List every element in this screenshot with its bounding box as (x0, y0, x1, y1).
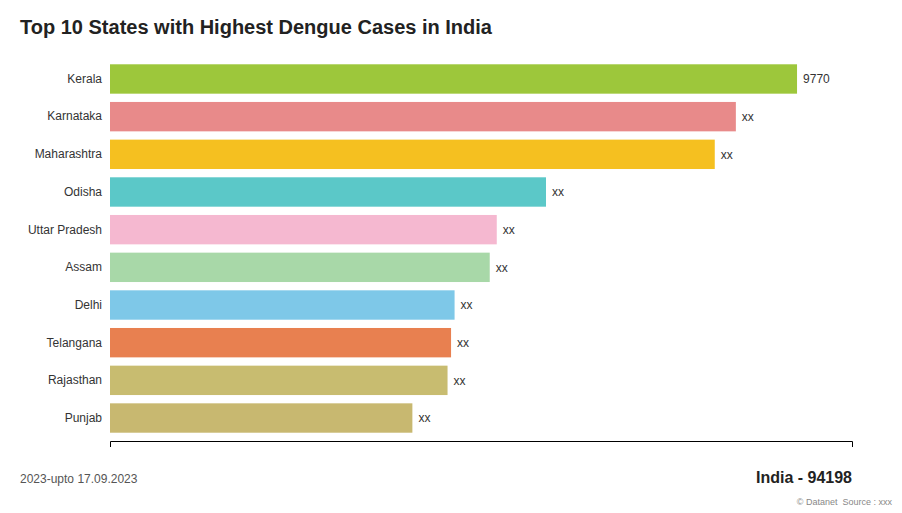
y-tick: Rajasthan (48, 373, 102, 387)
data-label: xx (457, 336, 469, 350)
data-label: xx (503, 223, 515, 237)
bar (110, 177, 546, 206)
chart-svg: Top 10 States with Highest Dengue Cases … (0, 0, 902, 513)
annotations: 2023-upto 17.09.2023 India - 94198 © Datan… (20, 469, 892, 507)
y-tick-label: Delhi (75, 298, 102, 312)
y-tick: Karnataka (47, 109, 102, 123)
data-label: xx (742, 110, 754, 124)
bar (110, 328, 451, 357)
y-tick: Odisha (64, 185, 102, 199)
annotation: 2023-upto 17.09.2023 (20, 472, 138, 486)
y-tick-label: Odisha (64, 185, 102, 199)
data-label: xx (454, 374, 466, 388)
annotation: © Datanet Source : xxx (797, 497, 893, 507)
y-tick-label: Uttar Pradesh (28, 223, 102, 237)
axis-line (111, 442, 853, 448)
data-label: xx (496, 261, 508, 275)
bar (110, 366, 448, 395)
bar (110, 253, 490, 282)
bar (110, 102, 736, 131)
chart-title: Top 10 States with Highest Dengue Cases … (20, 16, 493, 38)
y-tick-label: Punjab (65, 411, 103, 425)
data-label: xx (418, 411, 430, 425)
data-label: xx (721, 148, 733, 162)
y-tick-label: Karnataka (47, 109, 102, 123)
bar (110, 290, 455, 319)
y-tick: Punjab (65, 411, 103, 425)
bar (110, 140, 715, 169)
y-axis: Kerala Karnataka Maharashtra Odisha Uttar Pr… (28, 72, 102, 425)
bar (110, 215, 497, 244)
x-axis (111, 442, 853, 448)
y-tick: Maharashtra (35, 147, 103, 161)
data-label: 9770 (803, 72, 830, 86)
data-label: xx (461, 298, 473, 312)
annotation: India - 94198 (756, 469, 852, 486)
y-tick: Kerala (67, 72, 102, 86)
y-tick-label: Maharashtra (35, 147, 103, 161)
y-tick-label: Assam (65, 260, 102, 274)
y-tick: Uttar Pradesh (28, 223, 102, 237)
y-tick-label: Rajasthan (48, 373, 102, 387)
y-tick: Delhi (75, 298, 102, 312)
bars (110, 64, 797, 432)
bar (110, 64, 797, 93)
y-tick: Assam (65, 260, 102, 274)
data-label: xx (552, 185, 564, 199)
data-labels: 9770 xx xx xx xx xx xx xx xx xx (418, 72, 830, 425)
y-tick: Telangana (47, 336, 103, 350)
y-tick-label: Telangana (47, 336, 103, 350)
y-tick-label: Kerala (67, 72, 102, 86)
plot-area: Kerala Karnataka Maharashtra Odisha Uttar Pr… (28, 64, 853, 447)
bar (110, 403, 412, 432)
